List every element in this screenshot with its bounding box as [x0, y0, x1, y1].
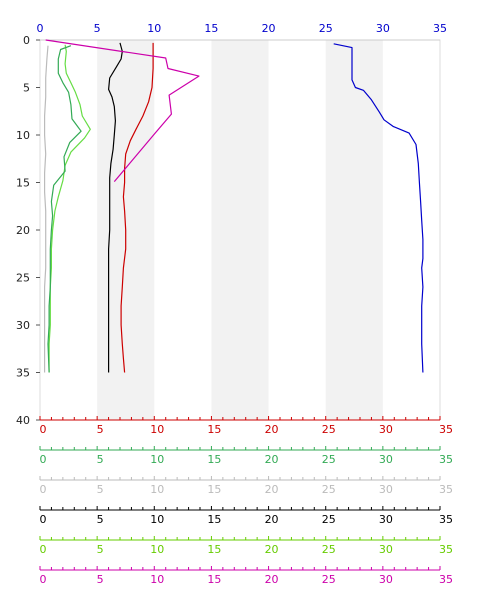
bottom-tick-label: 0 — [40, 483, 47, 496]
bottom-tick-label: 10 — [150, 423, 164, 436]
bottom-tick-label: 15 — [207, 543, 221, 556]
bottom-tick-label: 5 — [97, 543, 104, 556]
bottom-tick-label: 25 — [322, 453, 336, 466]
top-tick-label: 5 — [94, 22, 101, 35]
top-tick-label: 15 — [204, 22, 218, 35]
bottom-tick-label: 5 — [97, 483, 104, 496]
bottom-tick-label: 25 — [322, 573, 336, 586]
series-line — [48, 44, 91, 373]
bottom-tick-label: 30 — [379, 453, 393, 466]
bottom-tick-label: 30 — [379, 423, 393, 436]
bottom-tick-label: 10 — [150, 453, 164, 466]
top-tick-label: 10 — [147, 22, 161, 35]
bottom-tick-label: 20 — [265, 513, 279, 526]
bottom-tick-label: 10 — [150, 543, 164, 556]
bottom-tick-label: 5 — [97, 573, 104, 586]
bottom-axes: 0 5 10 15 20 25 30 35 0 5 10 15 20 25 30 35 0 5 10 15 20 25 30… — [39, 416, 453, 586]
bottom-tick-label: 35 — [439, 423, 453, 436]
bottom-tick-label: 5 — [97, 513, 104, 526]
top-tick-label: 30 — [376, 22, 390, 35]
bottom-tick-label: 15 — [207, 513, 221, 526]
bottom-tick-label: 5 — [97, 453, 104, 466]
bottom-tick-label: 20 — [265, 483, 279, 496]
bottom-tick-label: 35 — [439, 513, 453, 526]
bottom-tick-label: 35 — [439, 453, 453, 466]
bottom-tick-label: 0 — [40, 453, 47, 466]
y-tick-label: 30 — [16, 319, 30, 332]
series-line — [44, 45, 49, 373]
bottom-tick-label: 10 — [150, 513, 164, 526]
bottom-tick-label: 20 — [265, 453, 279, 466]
bottom-tick-label: 0 — [40, 573, 47, 586]
bottom-tick-label: 30 — [379, 543, 393, 556]
top-tick-label: 20 — [262, 22, 276, 35]
bottom-tick-label: 15 — [207, 423, 221, 436]
y-tick-label: 5 — [23, 82, 30, 95]
y-tick-label: 20 — [16, 224, 30, 237]
series-line — [120, 42, 154, 373]
bottom-tick-label: 10 — [150, 483, 164, 496]
series-line — [45, 39, 200, 182]
top-tick-label: 25 — [319, 22, 333, 35]
y-tick-label: 40 — [16, 414, 30, 427]
y-tick-label: 35 — [16, 367, 30, 380]
bottom-tick-label: 25 — [322, 483, 336, 496]
bottom-tick-label: 0 — [40, 513, 47, 526]
bottom-tick-label: 35 — [439, 573, 453, 586]
series-line — [47, 45, 82, 373]
top-tick-label: 0 — [37, 22, 44, 35]
bottom-tick-label: 35 — [439, 483, 453, 496]
shaded-band — [325, 40, 383, 420]
bottom-tick-label: 20 — [265, 543, 279, 556]
depth-axis: 0 5 10 15 20 25 30 35 40 — [16, 34, 40, 427]
bottom-tick-label: 30 — [379, 483, 393, 496]
bottom-tick-label: 25 — [322, 513, 336, 526]
series-line — [108, 42, 123, 373]
bottom-tick-label: 0 — [40, 423, 47, 436]
top-axis: 0 5 10 15 20 25 30 35 — [37, 22, 447, 41]
bottom-tick-label: 25 — [322, 543, 336, 556]
bottom-tick-label: 35 — [439, 543, 453, 556]
bottom-tick-label: 5 — [97, 423, 104, 436]
series-layer — [44, 39, 424, 373]
bottom-tick-label: 15 — [207, 573, 221, 586]
bottom-tick-label: 0 — [40, 543, 47, 556]
series-line — [333, 43, 424, 373]
top-tick-label: 35 — [433, 22, 447, 35]
y-tick-label: 15 — [16, 177, 30, 190]
bottom-tick-label: 10 — [150, 573, 164, 586]
shaded-bands — [97, 40, 383, 420]
y-tick-label: 0 — [23, 34, 30, 47]
y-tick-label: 25 — [16, 272, 30, 285]
bottom-tick-label: 15 — [207, 483, 221, 496]
bottom-tick-label: 20 — [265, 573, 279, 586]
bottom-tick-label: 20 — [265, 423, 279, 436]
bottom-tick-label: 30 — [379, 573, 393, 586]
bottom-tick-label: 15 — [207, 453, 221, 466]
y-tick-label: 10 — [16, 129, 30, 142]
shaded-band — [211, 40, 269, 420]
bottom-tick-label: 30 — [379, 513, 393, 526]
bottom-tick-label: 25 — [322, 423, 336, 436]
